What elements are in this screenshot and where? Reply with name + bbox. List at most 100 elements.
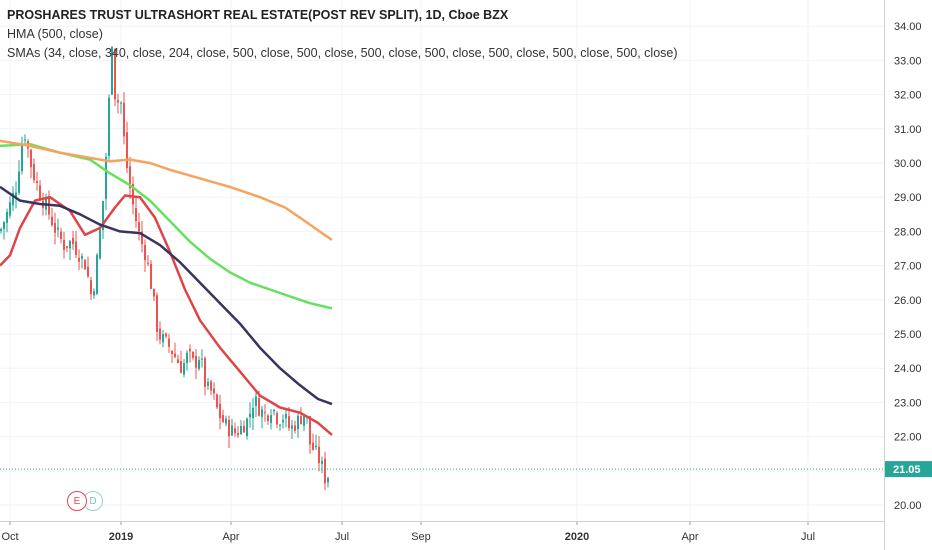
candle-body [111, 47, 113, 95]
candle-body [198, 360, 200, 369]
candle-body [315, 445, 317, 448]
y-tick-label: 29.00 [894, 192, 922, 204]
candle-body [144, 245, 146, 261]
candle-body [9, 202, 11, 216]
candle-body [120, 102, 122, 104]
candle-body [36, 181, 38, 184]
candle-body [267, 415, 269, 421]
candle-body [222, 415, 224, 423]
y-tick-label: 34.00 [894, 21, 922, 33]
candle-body [15, 192, 17, 197]
y-tick-label: 22.00 [894, 432, 922, 444]
grid [0, 0, 884, 521]
candle-body [189, 348, 191, 352]
candle-body [126, 132, 128, 168]
candle-body [81, 256, 83, 259]
candle-body [258, 398, 260, 416]
symbol-title[interactable]: PROSHARES TRUST ULTRASHORT REAL ESTATE(P… [7, 8, 509, 22]
y-tick-label: 28.00 [894, 226, 922, 238]
y-tick-label: 24.00 [894, 363, 922, 375]
sma-legend[interactable]: SMAs (34, close, 340, close, 204, close,… [7, 46, 678, 60]
candle-body [147, 263, 149, 265]
candle-body [33, 163, 35, 181]
candle-body [141, 231, 143, 244]
candle-body [51, 216, 53, 226]
x-tick-label: Apr [681, 531, 698, 543]
y-tick-label: 27.00 [894, 261, 922, 273]
x-tick-label: Jul [801, 531, 815, 543]
sma-line-orange [0, 139, 333, 241]
candle-body [99, 229, 101, 259]
candle-body [6, 211, 8, 223]
candle-body [195, 355, 197, 368]
indicator-lines [0, 139, 333, 436]
y-tick-label: 23.00 [894, 397, 922, 409]
candle-body [174, 353, 176, 357]
candles [0, 46, 329, 491]
candle-body [132, 183, 134, 205]
candle-body [324, 458, 326, 484]
candle-body [171, 350, 173, 354]
candle-body [228, 419, 230, 437]
candle-body [93, 291, 95, 296]
candle-body [57, 227, 59, 230]
candle-body [219, 403, 221, 419]
candle-body [12, 192, 14, 206]
candle-body [231, 425, 233, 436]
earnings-marker[interactable]: E [67, 491, 87, 511]
y-tick-label: 31.00 [894, 124, 922, 136]
candle-body [261, 409, 263, 417]
candle-body [276, 412, 278, 425]
candle-body [213, 388, 215, 394]
candle-body [210, 381, 212, 391]
candle-body [237, 433, 239, 436]
candle-body [297, 415, 299, 430]
candle-body [303, 416, 305, 426]
candle-body [201, 358, 203, 360]
y-tick-label: 30.00 [894, 158, 922, 170]
candle-body [63, 239, 65, 250]
candle-body [186, 352, 188, 364]
candle-body [321, 461, 323, 464]
candle-body [24, 139, 26, 141]
candle-body [72, 237, 74, 245]
candle-body [117, 100, 119, 103]
candle-body [108, 97, 110, 156]
candle-body [0, 228, 2, 231]
candle-body [138, 221, 140, 232]
candle-body [96, 254, 98, 295]
hma-legend[interactable]: HMA (500, close) [7, 27, 103, 41]
candle-body [150, 263, 152, 289]
candle-body [207, 381, 209, 386]
x-tick-label: Sep [411, 531, 431, 543]
candle-body [318, 446, 320, 464]
candle-body [87, 266, 89, 277]
candle-body [30, 149, 32, 168]
last-price-badge-text: 21.05 [893, 464, 921, 476]
candle-body [66, 246, 68, 248]
last-price-badge [885, 461, 932, 478]
candle-body [312, 442, 314, 450]
candle-body [123, 102, 125, 137]
candle-body [165, 333, 167, 337]
candle-body [75, 241, 77, 255]
x-tick-label: 2020 [565, 531, 589, 543]
candle-body [225, 418, 227, 424]
chart-legend: PROSHARES TRUST ULTRASHORT REAL ESTATE(P… [7, 6, 678, 63]
candle-body [273, 409, 275, 412]
candle-body [246, 418, 248, 437]
candle-body [300, 416, 302, 425]
candle-body [282, 419, 284, 423]
y-tick-label: 26.00 [894, 295, 922, 307]
candle-body [240, 426, 242, 434]
candle-body [69, 241, 71, 249]
candle-body [135, 208, 137, 222]
candle-body [156, 295, 158, 332]
x-tick-label: 2019 [109, 531, 133, 543]
candle-body [159, 328, 161, 340]
x-tick-label: Apr [222, 531, 239, 543]
candle-body [90, 280, 92, 295]
candle-body [252, 408, 254, 419]
candle-body [192, 352, 194, 358]
